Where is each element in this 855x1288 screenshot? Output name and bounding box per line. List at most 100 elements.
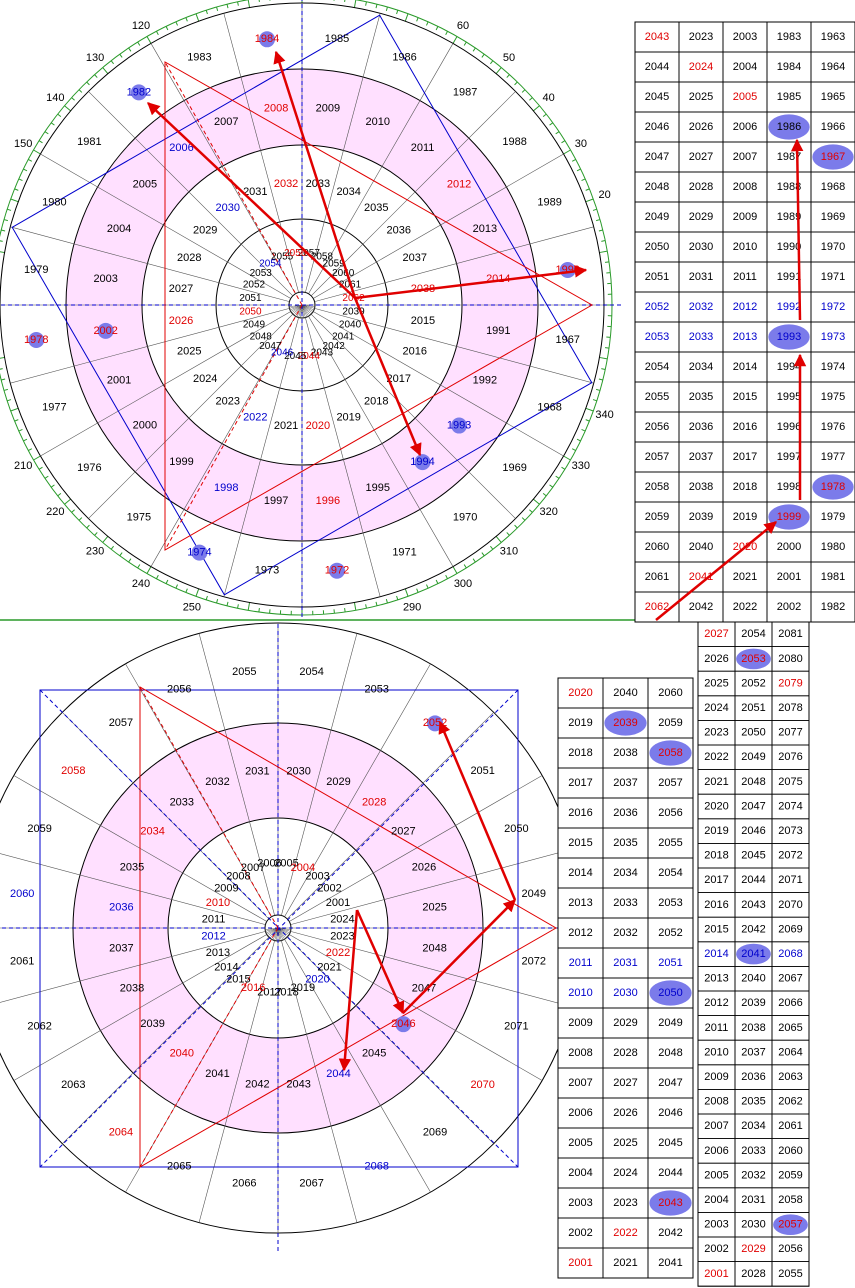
degree-label: 250 bbox=[183, 601, 201, 613]
cell-text: 1976 bbox=[821, 421, 845, 433]
cell-text: 2041 bbox=[658, 1257, 682, 1269]
cell-text: 1981 bbox=[821, 571, 845, 583]
degree-tick bbox=[57, 492, 62, 497]
cell-text: 1985 bbox=[777, 91, 801, 103]
red-dashed bbox=[164, 61, 303, 306]
year-dot bbox=[451, 417, 468, 434]
degree-tick bbox=[50, 484, 55, 488]
year-label: 2069 bbox=[423, 1127, 447, 1139]
year-label: 1995 bbox=[366, 482, 390, 494]
year-label: 2061 bbox=[10, 956, 34, 968]
cell-text: 2025 bbox=[704, 677, 728, 689]
year-label: 1999 bbox=[169, 456, 193, 468]
cell-text: 2017 bbox=[733, 451, 757, 463]
sector-line bbox=[10, 308, 290, 384]
degree-tick bbox=[128, 47, 132, 52]
year-label: 2040 bbox=[170, 1047, 194, 1059]
year-label: 2064 bbox=[109, 1127, 133, 1139]
sector-line bbox=[62, 936, 270, 1144]
degree-tick bbox=[185, 588, 188, 593]
cell-text: 2058 bbox=[645, 481, 669, 493]
cell-text: 2011 bbox=[705, 1022, 729, 1034]
cell-text: 1979 bbox=[821, 511, 845, 523]
cell-text: 2018 bbox=[733, 481, 757, 493]
blue-square bbox=[39, 689, 519, 1168]
arrow bbox=[353, 297, 422, 457]
cell-text: 2062 bbox=[778, 1096, 802, 1108]
cell-text: 2021 bbox=[613, 1257, 637, 1269]
cell-text: 2047 bbox=[645, 151, 669, 163]
cell-text: 2039 bbox=[741, 997, 765, 1009]
sector-line bbox=[125, 939, 272, 1193]
cell-text: 2022 bbox=[613, 1227, 637, 1239]
cell-text: 2058 bbox=[658, 747, 682, 759]
year-label: 2024 bbox=[330, 913, 354, 925]
cell-text: 2038 bbox=[741, 1022, 765, 1034]
year-label: 2068 bbox=[364, 1160, 388, 1172]
hub-spoke bbox=[277, 927, 291, 930]
year-label: 1967 bbox=[555, 334, 579, 346]
cell-text: 2009 bbox=[704, 1071, 728, 1083]
degree-tick bbox=[599, 356, 608, 360]
cell-text: 2031 bbox=[613, 957, 637, 969]
degree-label: 220 bbox=[46, 506, 64, 518]
cell-text: 2028 bbox=[689, 181, 713, 193]
cell-text: 2052 bbox=[645, 301, 669, 313]
cell-text: 2027 bbox=[704, 628, 728, 640]
cell-text: 2059 bbox=[645, 511, 669, 523]
year-label: 2058 bbox=[311, 252, 334, 263]
year-label: 2037 bbox=[109, 943, 133, 955]
degree-tick bbox=[146, 566, 152, 574]
cell-text: 2018 bbox=[568, 747, 592, 759]
cell-text: 2046 bbox=[741, 825, 765, 837]
cell-text: 2029 bbox=[689, 211, 713, 223]
degree-tick bbox=[592, 208, 597, 211]
sector-line bbox=[286, 936, 494, 1144]
degree-tick bbox=[576, 438, 581, 442]
cell-text: 2036 bbox=[613, 807, 637, 819]
cell-text: 2052 bbox=[658, 927, 682, 939]
cell-text: 2028 bbox=[741, 1268, 765, 1280]
cell-text: 2016 bbox=[568, 807, 592, 819]
cell-text: 1965 bbox=[821, 91, 845, 103]
cell-text: 2003 bbox=[568, 1197, 592, 1209]
degree-tick bbox=[555, 131, 560, 135]
cell-text: 2015 bbox=[704, 923, 728, 935]
cell-text: 2008 bbox=[568, 1047, 592, 1059]
degree-tick bbox=[472, 47, 476, 52]
hub-spoke bbox=[301, 304, 311, 316]
year-label: 2005 bbox=[274, 857, 298, 869]
degree-tick bbox=[71, 509, 75, 513]
cell-oval bbox=[649, 740, 692, 766]
cell-text: 2014 bbox=[733, 361, 757, 373]
cell-text: 1994 bbox=[777, 361, 801, 373]
degree-tick bbox=[237, 1, 239, 6]
cell-text: 1999 bbox=[777, 511, 801, 523]
degree-tick bbox=[344, 0, 346, 3]
degree-tick bbox=[563, 149, 571, 155]
year-label: 2021 bbox=[317, 961, 341, 973]
year-label: 2002 bbox=[317, 882, 341, 894]
cell-text: 2008 bbox=[704, 1096, 728, 1108]
year-label: 2010 bbox=[206, 897, 230, 909]
degree-tick bbox=[365, 604, 367, 609]
cell-text: 2005 bbox=[733, 91, 757, 103]
sector-line bbox=[313, 311, 564, 457]
degree-tick bbox=[542, 492, 547, 497]
sector-line bbox=[313, 153, 564, 299]
cell-text: 1967 bbox=[821, 151, 845, 163]
cell-text: 2020 bbox=[704, 800, 728, 812]
year-label: 1968 bbox=[537, 401, 561, 413]
cell-text: 2050 bbox=[741, 727, 765, 739]
year-label: 1982 bbox=[127, 86, 151, 98]
year-label: 2029 bbox=[326, 776, 350, 788]
cell-oval bbox=[812, 144, 854, 170]
cell-text: 2020 bbox=[568, 687, 592, 699]
degree-tick bbox=[463, 564, 467, 569]
cell-text: 2023 bbox=[613, 1197, 637, 1209]
red-triangle bbox=[164, 61, 594, 551]
year-label: 2020 bbox=[305, 973, 329, 985]
cell-text: 2035 bbox=[741, 1096, 765, 1108]
cell-text: 2045 bbox=[658, 1137, 682, 1149]
cell-text: 2053 bbox=[658, 897, 682, 909]
